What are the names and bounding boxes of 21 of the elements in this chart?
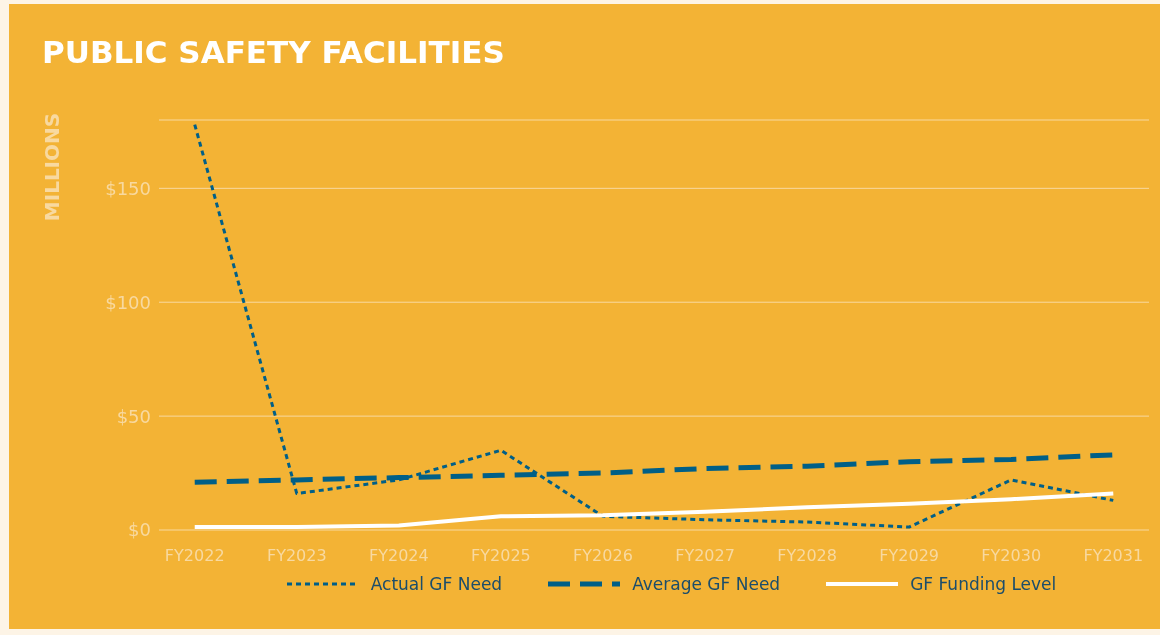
y-tick-label: $100 [105, 291, 151, 313]
legend-label: GF Funding Level [910, 574, 1057, 594]
x-tick-label: FY2022 [164, 546, 225, 566]
x-tick-label: FY2030 [981, 546, 1042, 566]
x-tick-label: FY2029 [879, 546, 940, 566]
legend-label: Average GF Need [632, 574, 781, 594]
legend-label: Actual GF Need [370, 574, 503, 594]
x-tick-label: FY2027 [675, 546, 735, 566]
y-axis-title: MILLIONS [40, 112, 65, 221]
line-series [193, 123, 1115, 529]
y-tick-label: $0 [128, 519, 151, 541]
x-tick-label: FY2026 [573, 546, 633, 566]
x-tick-label: FY2031 [1083, 546, 1144, 566]
line-series [192, 491, 1116, 530]
x-tick-label: FY2024 [368, 546, 429, 566]
x-tick-label: FY2025 [471, 546, 531, 566]
x-tick-label: FY2023 [266, 546, 327, 566]
chart-title: PUBLIC SAFETY FACILITIES [42, 34, 505, 70]
y-tick-label: $50 [116, 405, 151, 427]
x-tick-label: FY2028 [777, 546, 837, 566]
y-tick-label: $150 [105, 177, 151, 199]
